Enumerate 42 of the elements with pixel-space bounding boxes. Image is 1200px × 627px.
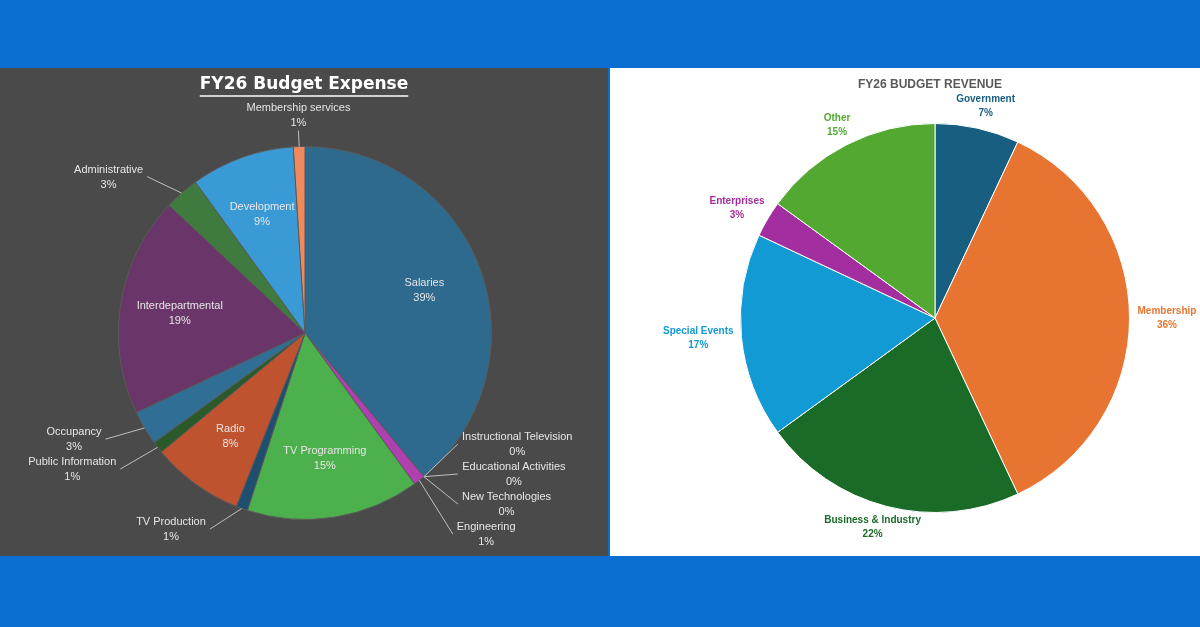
data-label: 9%: [254, 214, 271, 227]
category-label: New Technologies: [462, 490, 552, 503]
data-label: 8%: [222, 436, 239, 449]
data-label: 1%: [163, 530, 180, 543]
data-label: 7%: [978, 107, 993, 119]
slice-label: Engineering: [456, 520, 516, 533]
slice-label: Government: [956, 93, 1016, 105]
chart-title: FY26 Budget Expense: [199, 73, 409, 94]
text: 0%: [509, 445, 526, 458]
data-label: 36%: [1156, 318, 1178, 330]
category-label: Instructional Television: [462, 430, 573, 443]
slice-label: Salaries: [404, 276, 445, 289]
slice-label: Radio: [216, 421, 245, 434]
slice-label: TV Production: [136, 515, 206, 528]
data-label: 1%: [64, 470, 81, 483]
slice-label: Membership services: [246, 100, 351, 113]
chart-title: FY26 BUDGET REVENUE: [857, 77, 1003, 92]
slice-label: Special Events: [662, 325, 734, 337]
slice-label: Enterprises: [709, 194, 765, 206]
data-label: 1%: [478, 535, 495, 548]
slice-label: Public Information: [28, 455, 117, 468]
data-label: 17%: [688, 339, 709, 351]
data-label: 39%: [413, 291, 436, 304]
data-label: 3%: [100, 177, 117, 190]
slice-label: Occupancy: [46, 425, 103, 438]
text: 0%: [498, 505, 515, 518]
data-label: 3%: [729, 208, 745, 220]
data-label: 19%: [168, 314, 191, 327]
slice-label: Administrative: [74, 162, 144, 175]
slice-label: TV Programming: [283, 444, 367, 457]
data-label: 22%: [862, 528, 883, 540]
data-label: 15%: [313, 459, 337, 472]
slice-label: Development: [229, 199, 295, 212]
data-label: 15%: [827, 125, 848, 137]
slice-label: Other: [823, 111, 851, 123]
slice-label: Membership: [1137, 304, 1197, 316]
slice-label: Interdepartmental: [136, 299, 223, 312]
slice-label: Business & Industry: [824, 514, 922, 526]
data-label: 1%: [290, 115, 307, 128]
category-label: Educational Activities: [462, 460, 566, 473]
data-label: 3%: [66, 440, 83, 453]
text: 0%: [505, 475, 522, 488]
